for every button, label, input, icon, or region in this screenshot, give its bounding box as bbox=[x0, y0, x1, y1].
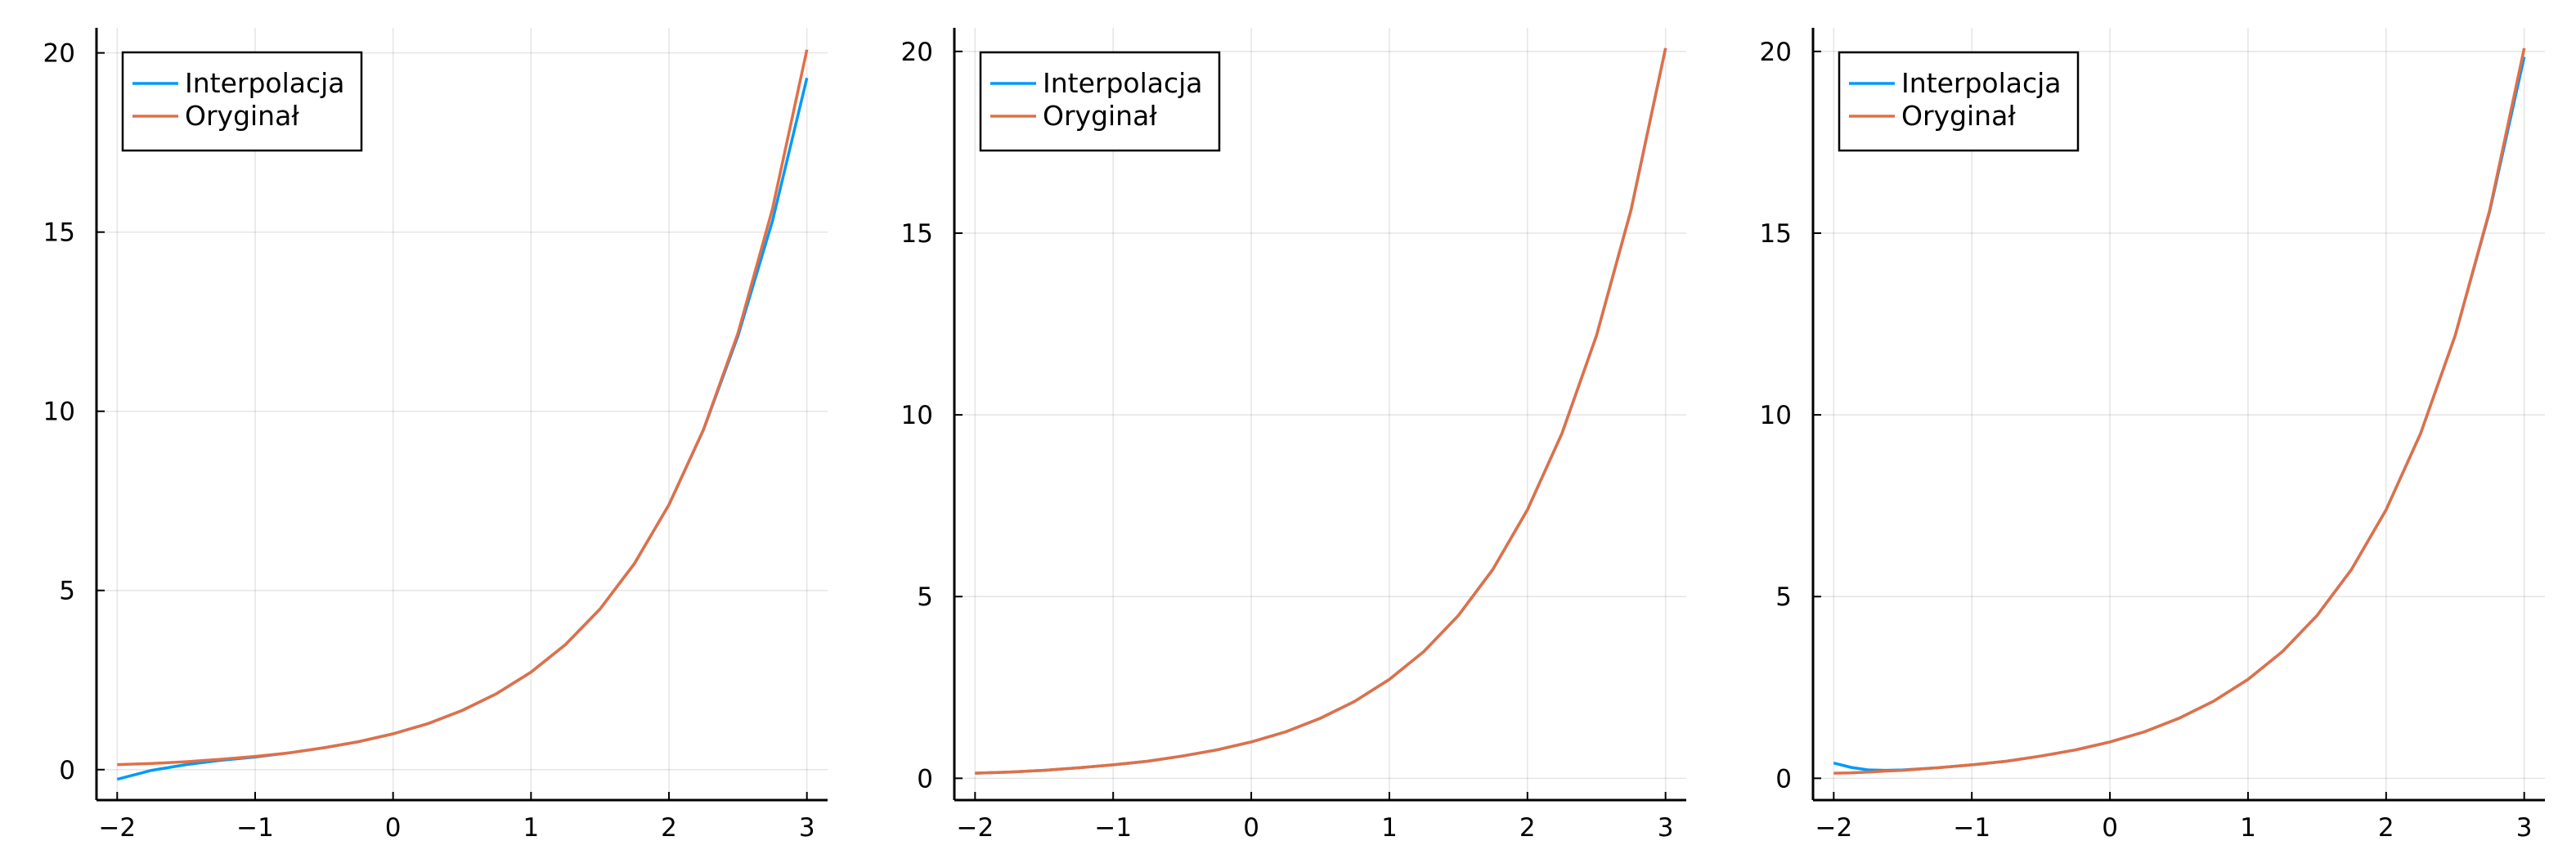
x-tick-label: 2 bbox=[661, 813, 677, 843]
x-tick-label: 0 bbox=[385, 813, 402, 843]
x-tick-label: −1 bbox=[1953, 813, 1990, 843]
legend-box bbox=[121, 51, 363, 152]
series-line-oryginal bbox=[975, 47, 1667, 775]
legend-entry-label: Interpolacja bbox=[185, 67, 345, 99]
y-tick-label: 5 bbox=[1775, 582, 1792, 612]
y-tick-label: 0 bbox=[59, 756, 75, 785]
x-tick-label: 2 bbox=[1519, 813, 1536, 843]
legend-entry-label: Interpolacja bbox=[1043, 67, 1203, 99]
y-tick-label: 0 bbox=[1775, 764, 1792, 794]
y-tick-label: 20 bbox=[901, 38, 933, 67]
series-line-oryginal bbox=[117, 49, 809, 767]
y-tick-label: 15 bbox=[1760, 219, 1792, 249]
x-tick-label: −2 bbox=[98, 813, 136, 843]
legend-box bbox=[979, 51, 1221, 152]
y-tick-label: 10 bbox=[901, 401, 933, 430]
x-tick-label: −2 bbox=[1815, 813, 1852, 843]
x-tick-label: 3 bbox=[1658, 813, 1674, 843]
x-tick-label: 1 bbox=[1381, 813, 1398, 843]
legend-entry-label: Interpolacja bbox=[1901, 67, 2062, 99]
x-tick-label: 3 bbox=[2516, 813, 2533, 843]
y-tick-label: 15 bbox=[43, 218, 75, 248]
x-tick-label: 2 bbox=[2378, 813, 2394, 843]
legend-entry-label: Oryginał bbox=[1043, 100, 1157, 132]
x-tick-label: −1 bbox=[1094, 813, 1132, 843]
series-line-interpolacja bbox=[975, 47, 1667, 775]
series-line-oryginal bbox=[1833, 47, 2526, 775]
x-tick-label: 3 bbox=[799, 813, 815, 843]
x-tick-label: 0 bbox=[1243, 813, 1259, 843]
y-tick-label: 10 bbox=[43, 398, 75, 427]
y-tick-label: 20 bbox=[1760, 38, 1792, 67]
x-tick-label: 1 bbox=[2240, 813, 2256, 843]
legend-box bbox=[1838, 51, 2080, 152]
y-tick-label: 10 bbox=[1760, 401, 1792, 430]
y-tick-label: 20 bbox=[43, 39, 75, 69]
x-tick-label: 1 bbox=[523, 813, 539, 843]
y-tick-label: 15 bbox=[901, 219, 933, 249]
legend-entry-label: Oryginał bbox=[1901, 100, 2016, 132]
series-line-interpolacja bbox=[1833, 56, 2526, 772]
y-tick-label: 5 bbox=[59, 577, 75, 606]
y-tick-label: 0 bbox=[917, 764, 933, 794]
legend-entry-label: Oryginał bbox=[185, 100, 299, 132]
x-tick-label: −1 bbox=[236, 813, 274, 843]
x-tick-label: 0 bbox=[2102, 813, 2118, 843]
x-tick-label: −2 bbox=[956, 813, 994, 843]
y-tick-label: 5 bbox=[917, 582, 933, 612]
